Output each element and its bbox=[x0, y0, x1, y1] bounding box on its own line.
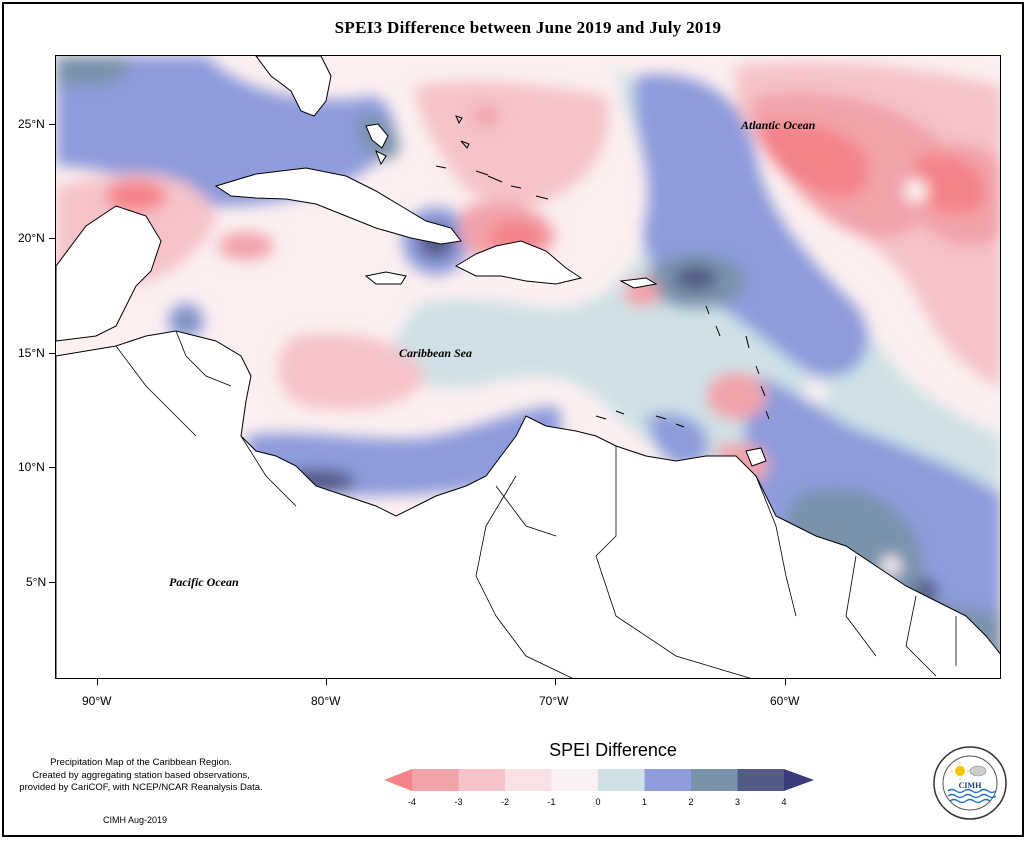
legend-swatch bbox=[598, 769, 645, 791]
legend-tick-label: -2 bbox=[500, 797, 509, 807]
legend-swatch bbox=[505, 769, 552, 791]
logo-text: CIMH bbox=[959, 781, 982, 790]
credit-line-2: Created by aggregating station based obs… bbox=[32, 769, 250, 781]
lat-tick bbox=[49, 467, 55, 468]
lon-tick bbox=[785, 679, 786, 685]
caribbean-sea-label: Caribbean Sea bbox=[399, 346, 473, 360]
color-legend bbox=[384, 769, 814, 791]
lat-label-15n: 15°N bbox=[18, 346, 45, 360]
map-panel: Atlantic Ocean Caribbean Sea Pacific Oce… bbox=[55, 55, 1001, 679]
credit-text: Precipitation Map of the Caribbean Regio… bbox=[6, 757, 276, 795]
lat-label-5n: 5°N bbox=[26, 575, 47, 589]
legend-tick-label: 1 bbox=[641, 797, 647, 807]
legend-title: SPEI Difference bbox=[549, 740, 677, 760]
lon-label-70w: 70°W bbox=[539, 694, 569, 708]
lat-tick bbox=[49, 353, 55, 354]
legend-tick-label: -3 bbox=[454, 797, 463, 807]
lon-tick bbox=[555, 679, 556, 685]
legend-tick-label: 0 bbox=[595, 797, 601, 807]
legend-tick-label: -4 bbox=[407, 797, 416, 807]
legend-tick-label: 2 bbox=[688, 797, 694, 807]
credit-line-3: provided by CariCOF, with NCEP/NCAR Rean… bbox=[19, 782, 263, 793]
legend-swatch bbox=[458, 769, 505, 791]
credit-line-1: Precipitation Map of the Caribbean Regio… bbox=[50, 757, 232, 768]
legend-swatch bbox=[384, 769, 412, 791]
lon-label-80w: 80°W bbox=[311, 694, 341, 708]
legend-tick-label: 4 bbox=[781, 797, 787, 807]
lon-tick bbox=[97, 679, 98, 685]
spei-field bbox=[56, 56, 1000, 678]
legend-swatch bbox=[691, 769, 738, 791]
map-title: SPEI3 Difference between June 2019 and J… bbox=[334, 18, 722, 37]
legend-swatch bbox=[644, 769, 691, 791]
lon-label-60w: 60°W bbox=[770, 694, 800, 708]
lon-tick bbox=[326, 679, 327, 685]
legend-swatch bbox=[412, 769, 459, 791]
cimh-logo: CIMH bbox=[933, 746, 1007, 820]
legend-tick-label: -1 bbox=[547, 797, 556, 807]
legend-swatch bbox=[784, 769, 814, 791]
lon-label-90w: 90°W bbox=[82, 694, 112, 708]
lat-label-10n: 10°N bbox=[18, 460, 45, 474]
legend-swatch bbox=[737, 769, 784, 791]
lat-tick bbox=[49, 124, 55, 125]
legend-tick-label: 3 bbox=[734, 797, 740, 807]
lat-tick bbox=[49, 582, 55, 583]
credit-org: CIMH Aug-2019 bbox=[103, 815, 168, 825]
lat-tick bbox=[49, 238, 55, 239]
lat-label-20n: 20°N bbox=[18, 231, 45, 245]
legend-swatch bbox=[551, 769, 598, 791]
atlantic-ocean-label: Atlantic Ocean bbox=[741, 118, 816, 132]
lat-label-25n: 25°N bbox=[18, 117, 45, 131]
pacific-ocean-label: Pacific Ocean bbox=[169, 575, 239, 589]
